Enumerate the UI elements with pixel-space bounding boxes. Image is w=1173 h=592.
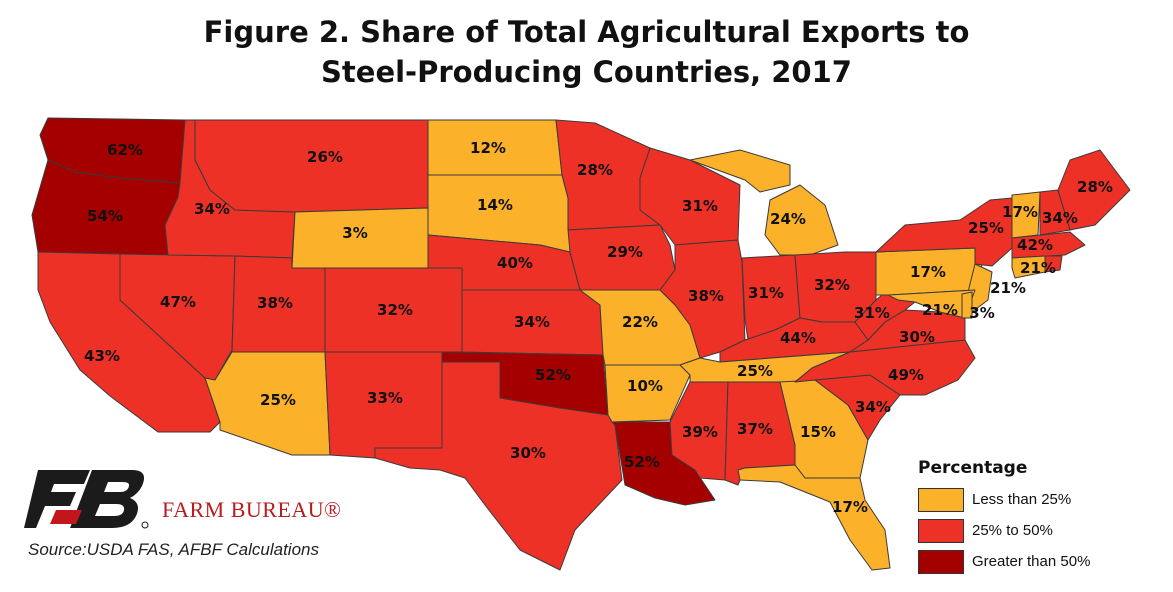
- state-value-VA: 30%: [899, 328, 935, 346]
- state-value-TX: 30%: [510, 444, 546, 462]
- legend-item-high: Greater than 50%: [918, 546, 1158, 577]
- state-value-FL: 17%: [832, 498, 868, 516]
- state-value-GA: 15%: [800, 423, 836, 441]
- state-value-OR: 54%: [87, 207, 123, 225]
- fb-logo-icon: [24, 470, 149, 529]
- farm-bureau-brand-text: FARM BUREAU®: [162, 497, 342, 522]
- state-value-IL: 38%: [688, 287, 724, 305]
- state-value-SC: 34%: [855, 398, 891, 416]
- state-value-UT: 38%: [257, 294, 293, 312]
- legend-swatch-low: [918, 487, 964, 512]
- state-value-NH: 34%: [1042, 209, 1078, 227]
- legend-item-low: Less than 25%: [918, 484, 1158, 515]
- state-value-CO: 32%: [377, 301, 413, 319]
- state-value-MO: 22%: [622, 313, 658, 331]
- state-value-ND: 12%: [470, 139, 506, 157]
- state-CT: [1011, 255, 1046, 279]
- state-MT: [194, 119, 429, 213]
- state-value-IN: 31%: [748, 284, 784, 302]
- state-MD: [887, 289, 976, 319]
- state-value-KS: 34%: [514, 313, 550, 331]
- state-value-LA: 52%: [624, 453, 660, 471]
- legend-title: Percentage: [918, 458, 1028, 478]
- state-value-CA: 43%: [84, 347, 120, 365]
- state-FL: [737, 464, 891, 571]
- state-ME: [1057, 149, 1131, 231]
- state-value-TN: 25%: [737, 362, 773, 380]
- state-value-MN: 28%: [577, 161, 613, 179]
- legend-item-mid: 25% to 50%: [918, 515, 1158, 546]
- state-value-NC: 49%: [888, 366, 924, 384]
- state-value-MI: 24%: [770, 210, 806, 228]
- source-note: Source:USDA FAS, AFBF Calculations: [28, 540, 319, 559]
- state-value-NM: 33%: [367, 389, 403, 407]
- state-value-WY: 3%: [342, 224, 367, 242]
- state-value-WV: 31%: [854, 304, 890, 322]
- state-value-NY: 25%: [968, 219, 1004, 237]
- state-value-ID: 34%: [194, 200, 230, 218]
- state-value-KY: 44%: [780, 329, 816, 347]
- state-value-AZ: 25%: [260, 391, 296, 409]
- state-value-NJ: 21%: [990, 279, 1026, 297]
- legend-label-mid: 25% to 50%: [972, 522, 1053, 539]
- state-value-OK: 52%: [535, 366, 571, 384]
- legend-label-low: Less than 25%: [972, 491, 1072, 508]
- figure-title-line-2: Steel-Producing Countries, 2017: [321, 55, 852, 89]
- legend-label-high: Greater than 50%: [972, 553, 1091, 570]
- state-value-WA: 62%: [107, 141, 143, 159]
- state-MI: [689, 149, 839, 256]
- state-TX: [374, 361, 623, 571]
- state-value-DE: 3%: [969, 304, 994, 322]
- state-value-OH: 32%: [814, 276, 850, 294]
- state-RI: [1044, 255, 1063, 273]
- state-value-ME: 28%: [1077, 178, 1113, 196]
- state-NJ: [967, 263, 993, 313]
- state-value-SD: 14%: [477, 196, 513, 214]
- state-value-NE: 40%: [497, 254, 533, 272]
- legend-swatch-high: [918, 549, 964, 574]
- state-value-VT: 17%: [1002, 203, 1038, 221]
- state-value-IA: 29%: [607, 243, 643, 261]
- state-value-MD: 21%: [922, 301, 958, 319]
- legend-swatch-mid: [918, 518, 964, 543]
- state-value-AL: 37%: [737, 420, 773, 438]
- state-value-NV: 47%: [160, 293, 196, 311]
- state-value-WI: 31%: [682, 197, 718, 215]
- legend: Percentage Less than 25% 25% to 50% Grea…: [918, 458, 1158, 577]
- state-value-AR: 10%: [627, 377, 663, 395]
- state-MA: [1011, 231, 1086, 259]
- state-DE: [961, 291, 973, 319]
- state-value-MT: 26%: [307, 148, 343, 166]
- figure-title-line-1: Figure 2. Share of Total Agricultural Ex…: [203, 15, 970, 49]
- state-value-PA: 17%: [910, 263, 946, 281]
- state-value-CT: 21%: [1020, 259, 1056, 277]
- farm-bureau-logo: [24, 470, 149, 530]
- state-value-MA: 42%: [1017, 236, 1053, 254]
- state-value-MS: 39%: [682, 423, 718, 441]
